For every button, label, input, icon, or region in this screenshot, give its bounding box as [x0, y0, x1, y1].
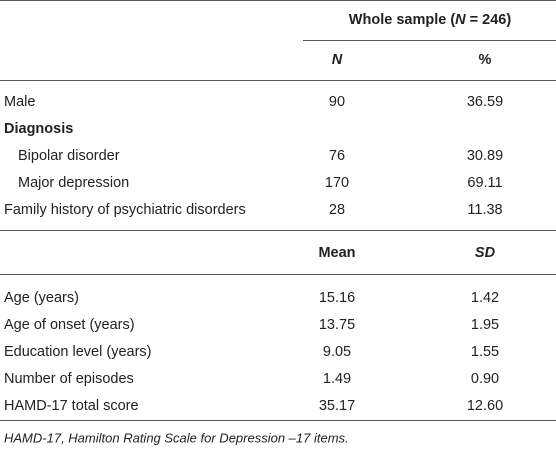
cell: 1.49: [322, 371, 352, 387]
rule: [0, 230, 556, 231]
cell: 36.59: [466, 94, 504, 110]
header-text: N: [455, 12, 466, 28]
cell: 28: [328, 202, 346, 218]
header-text: Whole sample (: [348, 12, 456, 28]
cell: 9.05: [322, 344, 352, 360]
row-label: Age (years): [4, 290, 79, 306]
rule: [0, 80, 556, 81]
row-label: Family history of psychiatric disorders: [4, 202, 246, 218]
cell: 90: [328, 94, 346, 110]
cell: 76: [328, 148, 346, 164]
rule: [0, 274, 556, 275]
cell: 1.42: [470, 290, 500, 306]
rule: [303, 40, 556, 41]
row-label: HAMD-17 total score: [4, 398, 139, 414]
cell: 15.16: [318, 290, 356, 306]
row-label: Male: [4, 94, 36, 110]
cell: 35.17: [318, 398, 356, 414]
cell: 1.95: [470, 317, 500, 333]
column-header: SD: [474, 245, 496, 261]
column-header: Mean: [318, 245, 356, 261]
header-text: = 246): [465, 12, 512, 28]
rule: [0, 420, 556, 421]
row-label: Age of onset (years): [4, 317, 135, 333]
row-label: Bipolar disorder: [18, 148, 120, 164]
cell: 12.60: [466, 398, 504, 414]
row-label: Education level (years): [4, 344, 152, 360]
cell: 30.89: [466, 148, 504, 164]
cell: 69.11: [467, 175, 503, 191]
column-header: %: [478, 52, 492, 68]
cell: 170: [324, 175, 350, 191]
cell: 13.75: [318, 317, 356, 333]
section-label: Diagnosis: [4, 121, 74, 137]
column-header: N: [331, 52, 343, 68]
cell: 0.90: [470, 371, 500, 387]
row-label: Number of episodes: [4, 371, 134, 387]
cell: 1.55: [470, 344, 500, 360]
footnote: HAMD-17, Hamilton Rating Scale for Depre…: [4, 430, 349, 446]
rule: [0, 0, 556, 1]
row-label: Major depression: [18, 175, 130, 191]
group-header: Whole sample (N = 246): [349, 12, 511, 28]
cell: 11.38: [467, 202, 503, 218]
